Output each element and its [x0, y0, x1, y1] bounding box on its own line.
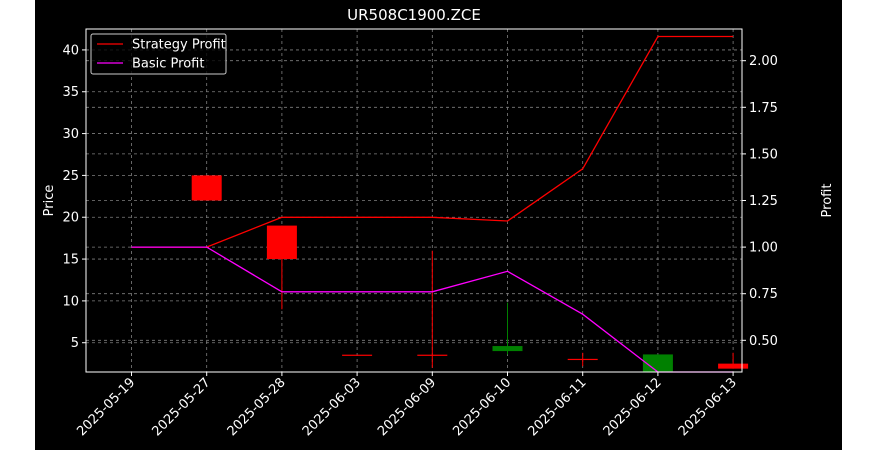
y-left-tick-label: 25	[62, 169, 79, 184]
line-layer	[131, 35, 734, 373]
legend-label-basic-profit: Basic Profit	[132, 57, 204, 72]
x-tick-label: 2025-06-12	[601, 375, 665, 439]
x-tick-label: 2025-06-11	[525, 375, 589, 439]
chart-figure: 2025-05-19 2025-05-27 2025-05-28 2025-06-03…	[35, 0, 842, 450]
candle-layer	[191, 175, 749, 372]
y-left-tick-label: 15	[62, 253, 79, 268]
x-tick-label: 2025-05-19	[74, 375, 138, 439]
y-left-tick-label: 10	[62, 294, 79, 309]
x-tick-label: 2025-05-28	[225, 375, 289, 439]
y-right-tick-label: 2.00	[749, 54, 778, 69]
candle-body	[718, 363, 749, 369]
candle-body	[266, 225, 297, 260]
y-left-tick-label: 40	[62, 43, 79, 58]
candle-body	[417, 354, 448, 356]
x-tick-label: 2025-06-09	[375, 375, 439, 439]
x-tick-label: 2025-06-10	[450, 375, 514, 439]
x-tick-label: 2025-06-03	[300, 375, 364, 439]
candle-body	[492, 346, 523, 352]
y-left-tick-label: 30	[62, 127, 79, 142]
candle-body	[642, 354, 673, 372]
y-right-tick-label: 1.00	[749, 241, 778, 256]
basic-profit-line	[131, 246, 734, 373]
y-right-tick-label: 0.50	[749, 334, 778, 349]
grid-layer	[86, 29, 742, 372]
y-left-tick-label: 20	[62, 211, 79, 226]
y-left-tick-label: 35	[62, 85, 79, 100]
candle-body	[567, 358, 598, 361]
chart-title: UR508C1900.ZCE	[347, 6, 481, 24]
candle-body	[342, 354, 373, 356]
candle-body	[191, 175, 222, 201]
y-right-tick-label: 1.50	[749, 147, 778, 162]
y-axis-right-title: Profit	[820, 184, 835, 218]
y-right-tick-label: 1.75	[749, 101, 778, 116]
legend: Strategy Profit Basic Profit	[90, 33, 227, 75]
y-right-tick-label: 0.75	[749, 287, 778, 302]
strategy-profit-line	[131, 35, 734, 248]
x-tick-label: 2025-06-13	[676, 375, 740, 439]
axis-layer: 2025-05-19 2025-05-27 2025-05-28 2025-06-03…	[62, 43, 778, 439]
y-right-tick-label: 1.25	[749, 194, 778, 209]
y-left-tick-label: 5	[71, 336, 79, 351]
y-axis-left-title: Price	[42, 185, 57, 217]
legend-box	[90, 33, 227, 75]
legend-label-strategy-profit: Strategy Profit	[132, 38, 226, 53]
x-tick-label: 2025-05-27	[149, 375, 213, 439]
chart-svg: 2025-05-19 2025-05-27 2025-05-28 2025-06-03…	[42, 6, 835, 439]
